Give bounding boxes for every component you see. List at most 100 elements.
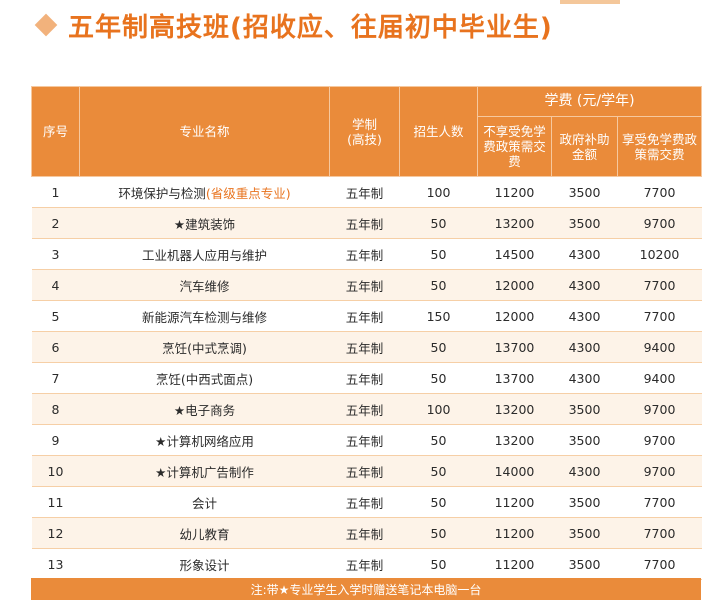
- cell-system-text: 五年制: [345, 309, 384, 325]
- cell-fee-no-policy: 12000: [477, 269, 552, 301]
- cell-index-text: 8: [51, 401, 60, 417]
- header-system-sub: (高技): [347, 131, 382, 147]
- cell-index-text: 9: [51, 432, 60, 448]
- cell-subsidy-text: 3500: [568, 184, 601, 200]
- table-row: 10 ★计算机广告制作 五年制 50 14000 4300 9700: [31, 455, 702, 487]
- key-major-tag: (省级重点专业): [205, 185, 291, 201]
- cell-subsidy-text: 3500: [568, 556, 601, 572]
- cell-system: 五年制: [329, 238, 400, 270]
- cell-subsidy: 3500: [551, 517, 618, 549]
- cell-fee-no-policy: 13700: [477, 362, 552, 394]
- cell-major-text: 形象设计: [179, 557, 230, 573]
- cell-subsidy: 3500: [551, 548, 618, 580]
- cell-index-text: 3: [51, 246, 60, 262]
- cell-system: 五年制: [329, 331, 400, 363]
- table-row: 8 ★电子商务 五年制 100 13200 3500 9700: [31, 393, 702, 425]
- cell-fee-no-policy: 11200: [477, 176, 552, 208]
- cell-enrollment: 100: [399, 176, 478, 208]
- cell-major-text: ★计算机网络应用: [155, 433, 254, 449]
- tuition-table: 序号 专业名称 学制 (高技) 招生人数 学费 (元/学年) 不享受免学费政策需…: [31, 86, 703, 580]
- cell-major-text: ★电子商务: [173, 402, 236, 418]
- cell-major: 新能源汽车检测与维修: [79, 300, 330, 332]
- cell-major: 环境保护与检测(省级重点专业): [79, 176, 330, 208]
- cell-fee-no-policy: 11200: [477, 517, 552, 549]
- cell-fee-no-policy: 13700: [477, 331, 552, 363]
- table-row: 9 ★计算机网络应用 五年制 50 13200 3500 9700: [31, 424, 702, 456]
- cell-index: 12: [31, 517, 80, 549]
- header-tuition-group: 学费 (元/学年): [476, 86, 703, 117]
- cell-major-text: 汽车维修: [179, 278, 230, 294]
- cell-system-text: 五年制: [345, 495, 384, 511]
- cell-fee-with-policy-text: 7700: [643, 308, 676, 324]
- cell-index: 9: [31, 424, 80, 456]
- header-system: 学制 (高技): [329, 86, 400, 177]
- diamond-icon: [34, 13, 58, 37]
- header-fee-with-policy: 享受免学费政策需交费: [616, 116, 703, 177]
- cell-fee-no-policy: 12000: [477, 300, 552, 332]
- header-system-label: 学制: [351, 116, 377, 132]
- cell-enrollment-text: 50: [430, 494, 447, 510]
- cell-subsidy: 4300: [551, 455, 618, 487]
- cell-system: 五年制: [329, 269, 400, 301]
- cell-enrollment: 150: [399, 300, 478, 332]
- cell-fee-no-policy-text: 13200: [494, 401, 535, 417]
- cell-fee-with-policy: 7700: [617, 269, 702, 301]
- cell-major: ★建筑装饰: [79, 207, 330, 239]
- cell-fee-with-policy-text: 9400: [643, 370, 676, 386]
- page-title: 五年制高技班(招收应、往届初中毕业生): [68, 12, 553, 43]
- cell-fee-with-policy-text: 7700: [643, 277, 676, 293]
- cell-fee-no-policy: 13200: [477, 424, 552, 456]
- top-decoration-strip: [560, 0, 620, 4]
- cell-enrollment-text: 50: [430, 432, 447, 448]
- table-row: 5 新能源汽车检测与维修 五年制 150 12000 4300 7700: [31, 300, 702, 332]
- cell-index: 5: [31, 300, 80, 332]
- cell-enrollment-text: 50: [430, 556, 447, 572]
- cell-fee-with-policy: 9700: [617, 207, 702, 239]
- cell-major-text: ★建筑装饰: [173, 216, 236, 232]
- cell-enrollment: 50: [399, 238, 478, 270]
- cell-fee-with-policy: 9700: [617, 424, 702, 456]
- cell-fee-with-policy-text: 9700: [643, 463, 676, 479]
- cell-enrollment-text: 100: [426, 184, 451, 200]
- cell-subsidy: 4300: [551, 300, 618, 332]
- cell-enrollment: 50: [399, 362, 478, 394]
- cell-index: 8: [31, 393, 80, 425]
- table-row: 11 会计 五年制 50 11200 3500 7700: [31, 486, 702, 518]
- cell-system: 五年制: [329, 424, 400, 456]
- cell-fee-with-policy: 7700: [617, 517, 702, 549]
- cell-subsidy: 3500: [551, 207, 618, 239]
- cell-fee-with-policy-text: 7700: [643, 525, 676, 541]
- cell-fee-with-policy: 10200: [617, 238, 702, 270]
- cell-fee-with-policy-text: 10200: [639, 246, 680, 262]
- cell-index-text: 2: [51, 215, 60, 231]
- cell-subsidy: 3500: [551, 486, 618, 518]
- cell-system: 五年制: [329, 548, 400, 580]
- cell-enrollment-text: 50: [430, 339, 447, 355]
- cell-subsidy: 3500: [551, 393, 618, 425]
- cell-fee-no-policy-text: 14500: [494, 246, 535, 262]
- cell-system: 五年制: [329, 300, 400, 332]
- cell-fee-with-policy: 7700: [617, 548, 702, 580]
- cell-fee-no-policy-text: 14000: [494, 463, 535, 479]
- cell-subsidy: 3500: [551, 176, 618, 208]
- table-row: 4 汽车维修 五年制 50 12000 4300 7700: [31, 269, 702, 301]
- cell-enrollment-text: 100: [426, 401, 451, 417]
- cell-fee-no-policy: 11200: [477, 548, 552, 580]
- cell-system: 五年制: [329, 362, 400, 394]
- cell-fee-with-policy-text: 9700: [643, 432, 676, 448]
- cell-fee-with-policy: 7700: [617, 176, 702, 208]
- cell-major-text: 环境保护与检测: [118, 185, 206, 201]
- cell-system-text: 五年制: [345, 464, 384, 480]
- cell-index: 13: [31, 548, 80, 580]
- cell-fee-with-policy-text: 7700: [643, 184, 676, 200]
- cell-system-text: 五年制: [345, 526, 384, 542]
- cell-subsidy-text: 4300: [568, 463, 601, 479]
- header-gov-subsidy: 政府补助金额: [551, 116, 618, 177]
- cell-enrollment: 50: [399, 486, 478, 518]
- header-fee-no-policy: 不享受免学费政策需交费: [477, 116, 552, 177]
- cell-subsidy-text: 3500: [568, 215, 601, 231]
- cell-system-text: 五年制: [345, 278, 384, 294]
- cell-system-text: 五年制: [345, 185, 384, 201]
- cell-index-text: 11: [47, 494, 64, 510]
- cell-major: 烹饪(中式烹调): [79, 331, 330, 363]
